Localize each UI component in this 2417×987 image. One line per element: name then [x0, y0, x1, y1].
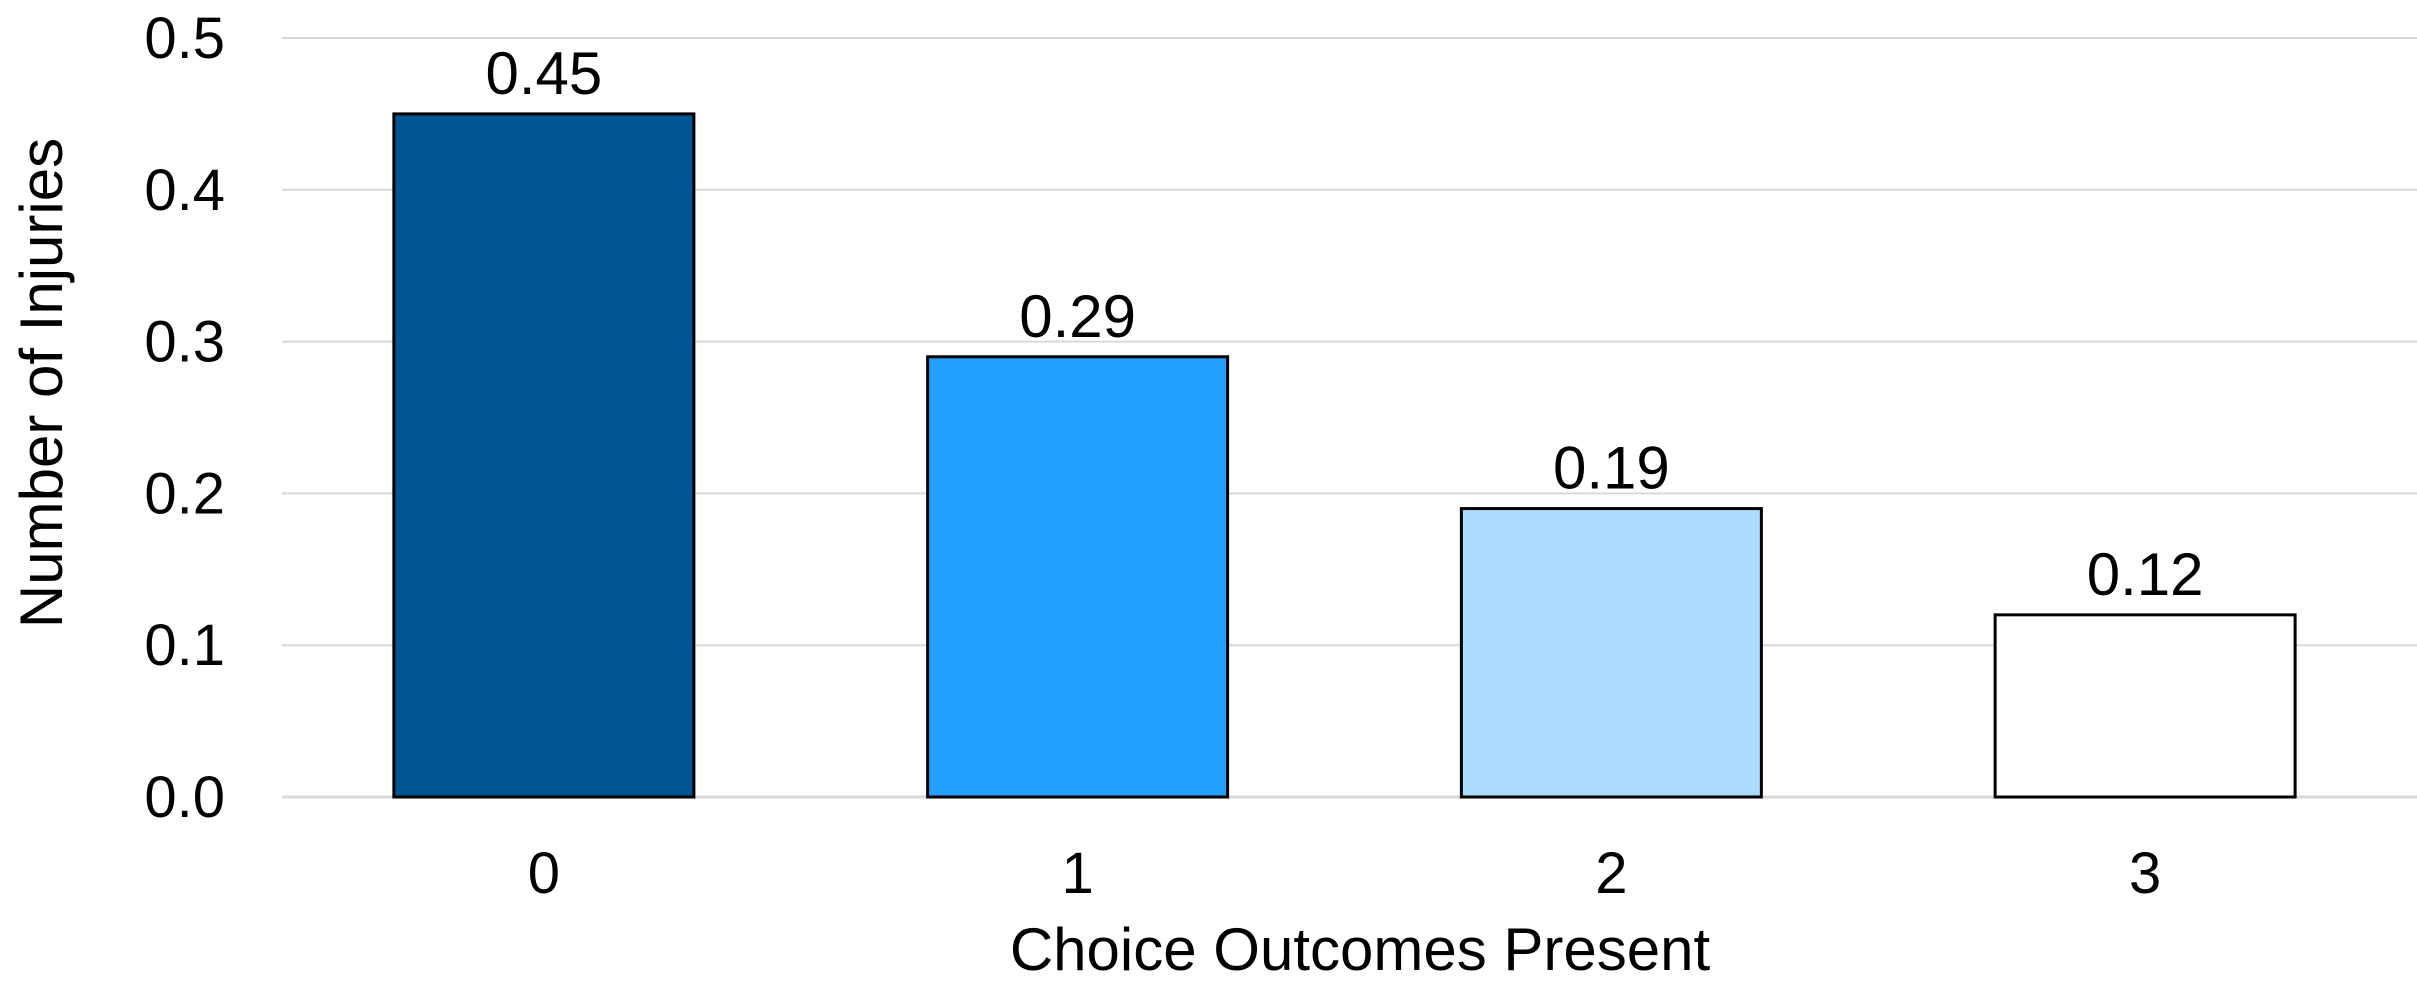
x-tick-label: 0 [528, 841, 560, 906]
x-tick-label: 2 [1595, 841, 1627, 906]
x-axis-title: Choice Outcomes Present [1010, 916, 1711, 982]
bars [392, 112, 2297, 799]
y-tick-label: 0.1 [144, 613, 225, 678]
x-tick-label: 1 [1061, 841, 1093, 906]
data-label-3: 0.12 [2087, 541, 2204, 608]
data-label-1: 0.29 [1019, 283, 1136, 350]
data-labels: 0.45 0.29 0.19 0.12 [485, 40, 2203, 608]
y-tick-label: 0.0 [144, 765, 225, 830]
x-tick-label: 3 [2129, 841, 2161, 906]
y-axis-ticks: 0.0 0.1 0.2 0.3 0.4 0.5 [144, 6, 225, 830]
data-label-2: 0.19 [1553, 435, 1670, 502]
data-label-0: 0.45 [485, 40, 602, 107]
x-axis-ticks: 0 1 2 3 [528, 841, 2162, 906]
y-axis-title: Number of Injuries [8, 138, 75, 628]
bar-3 [1993, 613, 2297, 799]
y-tick-label: 0.5 [144, 6, 225, 71]
y-tick-label: 0.3 [144, 310, 225, 375]
bar-0 [392, 112, 696, 799]
y-tick-label: 0.4 [144, 158, 225, 223]
y-tick-label: 0.2 [144, 461, 225, 526]
bar-1 [926, 355, 1230, 799]
bar-2 [1459, 507, 1763, 799]
